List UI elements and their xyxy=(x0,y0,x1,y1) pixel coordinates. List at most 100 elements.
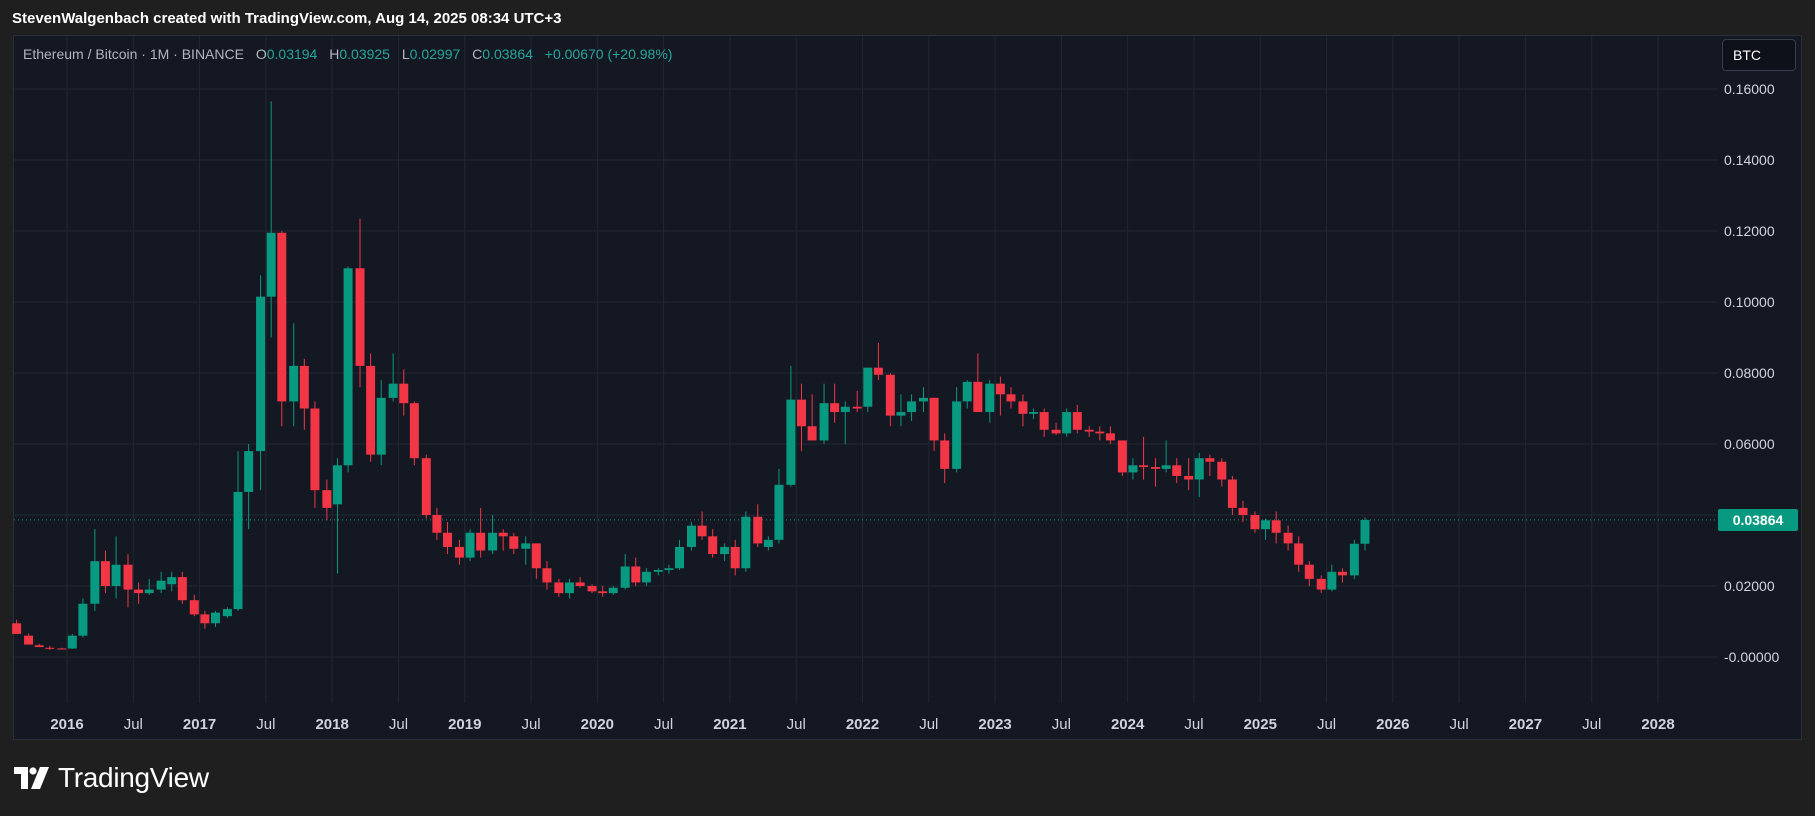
candle[interactable] xyxy=(1349,539,1359,579)
candle[interactable] xyxy=(1337,568,1347,583)
candle[interactable] xyxy=(1227,475,1237,515)
candle[interactable] xyxy=(1018,394,1028,427)
candle[interactable] xyxy=(454,539,464,565)
candle[interactable] xyxy=(564,578,574,599)
candle[interactable] xyxy=(1250,511,1260,533)
candle[interactable] xyxy=(1051,422,1061,436)
candle[interactable] xyxy=(620,554,630,590)
candle[interactable] xyxy=(222,607,232,618)
candle[interactable] xyxy=(885,373,895,427)
candle[interactable] xyxy=(1117,440,1127,476)
currency-button[interactable]: BTC xyxy=(1722,39,1796,71)
candle[interactable] xyxy=(34,643,44,648)
candle[interactable] xyxy=(24,633,34,645)
candle[interactable] xyxy=(641,568,651,586)
candle[interactable] xyxy=(111,536,121,599)
candle[interactable] xyxy=(343,266,353,473)
candle[interactable] xyxy=(156,571,166,594)
candle[interactable] xyxy=(653,568,663,576)
candle[interactable] xyxy=(289,323,299,427)
candle[interactable] xyxy=(720,543,730,562)
candle[interactable] xyxy=(940,433,950,484)
candle[interactable] xyxy=(863,367,873,413)
candle[interactable] xyxy=(409,401,419,466)
candle[interactable] xyxy=(90,529,100,611)
candle[interactable] xyxy=(1039,408,1049,437)
candle[interactable] xyxy=(1327,564,1337,592)
candle[interactable] xyxy=(443,522,453,555)
candle[interactable] xyxy=(1151,458,1161,487)
candle[interactable] xyxy=(1072,404,1082,434)
candle[interactable] xyxy=(332,458,342,574)
candle[interactable] xyxy=(233,451,243,611)
candle[interactable] xyxy=(256,275,266,491)
candle[interactable] xyxy=(840,401,850,444)
candle[interactable] xyxy=(1172,458,1182,484)
candle[interactable] xyxy=(1029,408,1039,420)
candle[interactable] xyxy=(929,397,939,452)
candle[interactable] xyxy=(907,394,917,421)
candle[interactable] xyxy=(1238,500,1248,523)
candle[interactable] xyxy=(1095,426,1105,441)
candle[interactable] xyxy=(753,504,763,547)
candle[interactable] xyxy=(388,353,398,402)
candle[interactable] xyxy=(1194,452,1204,498)
candle[interactable] xyxy=(587,584,597,594)
candle[interactable] xyxy=(210,610,220,627)
candle[interactable] xyxy=(1283,525,1293,551)
candle[interactable] xyxy=(598,586,608,597)
candle[interactable] xyxy=(421,454,431,519)
candle[interactable] xyxy=(1217,458,1227,487)
candle[interactable] xyxy=(819,383,829,444)
candle[interactable] xyxy=(310,401,320,508)
candle[interactable] xyxy=(1062,408,1072,437)
candle[interactable] xyxy=(177,571,187,604)
candle[interactable] xyxy=(1316,575,1326,594)
candle[interactable] xyxy=(189,594,199,617)
candle[interactable] xyxy=(952,387,962,473)
candle[interactable] xyxy=(686,522,696,551)
candle[interactable] xyxy=(12,619,22,634)
candle[interactable] xyxy=(200,610,210,629)
candle[interactable] xyxy=(476,507,486,558)
candle[interactable] xyxy=(973,353,983,413)
candle[interactable] xyxy=(1271,511,1281,544)
candle[interactable] xyxy=(376,380,386,466)
candle[interactable] xyxy=(123,554,133,608)
candle[interactable] xyxy=(144,578,154,595)
candle[interactable] xyxy=(554,578,564,597)
candle[interactable] xyxy=(57,647,67,650)
candle[interactable] xyxy=(67,633,77,649)
candle[interactable] xyxy=(509,532,519,555)
candle[interactable] xyxy=(277,231,287,427)
candle[interactable] xyxy=(708,529,718,558)
candle[interactable] xyxy=(763,536,773,551)
candle[interactable] xyxy=(244,444,254,530)
candle[interactable] xyxy=(399,369,409,416)
candle[interactable] xyxy=(100,550,110,594)
candle[interactable] xyxy=(1006,387,1016,409)
candle[interactable] xyxy=(797,383,807,452)
candle[interactable] xyxy=(631,557,641,586)
candle[interactable] xyxy=(830,383,840,423)
candle[interactable] xyxy=(1360,517,1370,551)
candle[interactable] xyxy=(807,394,817,441)
candle[interactable] xyxy=(852,390,862,413)
candle[interactable] xyxy=(1294,536,1304,572)
candle[interactable] xyxy=(1161,440,1171,473)
candle[interactable] xyxy=(45,645,55,650)
candle[interactable] xyxy=(1139,436,1149,480)
candle[interactable] xyxy=(1105,426,1115,444)
candle[interactable] xyxy=(741,511,751,572)
candle[interactable] xyxy=(774,468,784,544)
candle[interactable] xyxy=(608,586,618,595)
candle[interactable] xyxy=(697,511,707,540)
candle[interactable] xyxy=(730,539,740,576)
candle[interactable] xyxy=(432,507,442,540)
candle[interactable] xyxy=(366,353,376,462)
candle[interactable] xyxy=(1184,458,1194,491)
chart-pane[interactable] xyxy=(13,35,1802,740)
candle[interactable] xyxy=(575,577,585,588)
candle[interactable] xyxy=(1261,518,1271,540)
